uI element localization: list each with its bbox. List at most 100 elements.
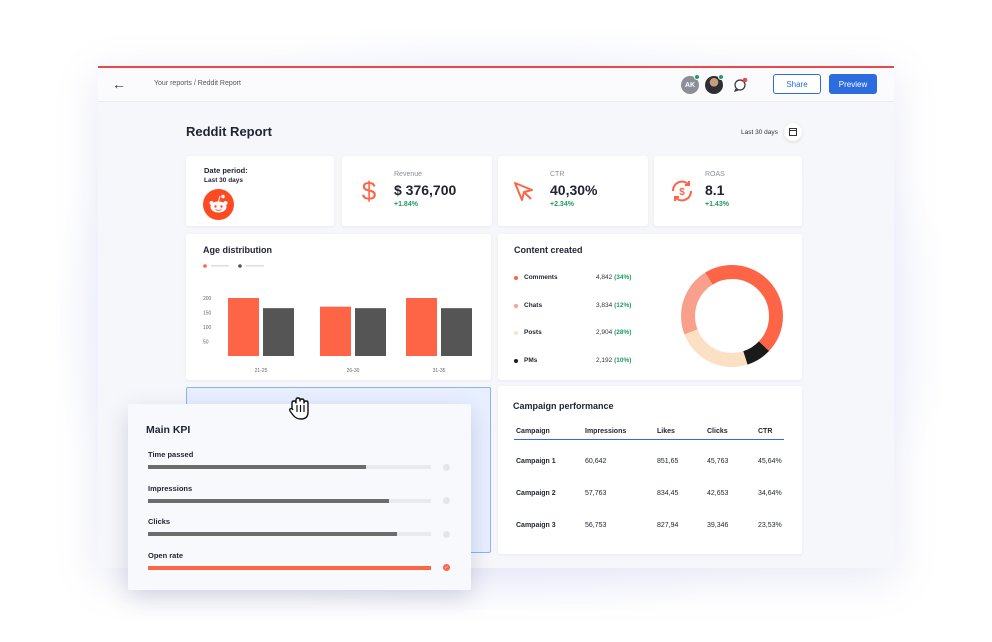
impressions-cell: 57,763 — [585, 490, 607, 497]
revenue-label: Revenue — [394, 171, 423, 178]
progress-fill — [148, 532, 398, 536]
column-header-clicks[interactable]: Clicks — [707, 428, 728, 435]
main-kpi-widget[interactable]: Main KPI Time passed Impressions Clicks Ope… — [128, 404, 471, 590]
status-dot — [443, 530, 450, 538]
online-status-icon — [694, 74, 700, 80]
content-created-title: Content created — [514, 245, 583, 255]
content-percent: (34%) — [614, 274, 632, 281]
content-count: 4,842 (34%) — [596, 274, 632, 281]
bar[interactable] — [263, 308, 294, 356]
bullet-marker — [514, 331, 518, 335]
user-avatar-photo[interactable] — [705, 76, 723, 94]
legend-marker — [238, 264, 242, 268]
ctr-cell: 45,64% — [758, 458, 782, 465]
list-item: Posts 2,904 (28%) — [514, 329, 644, 339]
reddit-logo-icon — [203, 189, 234, 220]
table-header: Campaign Impressions Likes Clicks CTR — [514, 424, 784, 440]
bullet-marker — [514, 276, 518, 280]
bar[interactable] — [406, 298, 437, 356]
impressions-cell: 60,642 — [585, 458, 607, 465]
column-header-campaign[interactable]: Campaign — [516, 428, 550, 435]
roas-card: $ ROAS 8.1 +1.43% — [654, 156, 802, 226]
top-bar: ← Your reports / Reddit Report AK Share … — [98, 68, 894, 102]
grab-hand-icon — [288, 397, 309, 420]
calendar-button[interactable] — [784, 123, 802, 141]
bullet-marker — [514, 303, 518, 308]
online-status-icon — [718, 74, 724, 80]
table-row[interactable]: Campaign 3 56,753 827,94 39,346 23,53% — [514, 522, 784, 536]
ctr-label: CTR — [550, 171, 565, 178]
content-type-label: PMs — [524, 356, 538, 364]
clicks-cell: 45,763 — [707, 458, 729, 465]
list-item: PMs 2,192 (10%) — [514, 357, 644, 367]
legend-line — [246, 265, 264, 267]
content-count: 2,904 (28%) — [596, 329, 632, 336]
column-header-ctr[interactable]: CTR — [758, 428, 773, 435]
bar[interactable] — [228, 298, 259, 356]
y-tick-label: 200 — [203, 296, 212, 302]
likes-cell: 834,45 — [657, 490, 679, 497]
roas-value: 8.1 — [705, 182, 725, 198]
campaign-performance-title: Campaign performance — [513, 401, 614, 411]
progress-track — [148, 532, 431, 536]
progress-fill — [148, 498, 389, 503]
progress-fill — [148, 465, 366, 469]
back-arrow-icon[interactable]: ← — [112, 76, 126, 92]
ctr-delta: +2.34% — [550, 201, 574, 208]
kpi-item-label: Open rate — [148, 550, 184, 560]
progress-track — [148, 465, 431, 469]
campaign-performance-card: Campaign performance Campaign Impression… — [498, 386, 802, 554]
column-header-likes[interactable]: Likes — [657, 428, 675, 435]
revenue-card: $ Revenue $ 376,700 +1.84% — [342, 156, 492, 226]
donut-segment[interactable] — [681, 265, 783, 367]
date-period-label: Date period: — [204, 166, 248, 175]
share-button[interactable]: Share — [773, 74, 821, 94]
likes-cell: 827,94 — [657, 522, 679, 529]
list-item: Chats 3,834 (12%) — [514, 302, 644, 312]
svg-text:$: $ — [679, 187, 685, 198]
age-distribution-card: Age distribution 200 150 100 50 21-25 26-30 31… — [186, 234, 491, 380]
main-kpi-title: Main KPI — [146, 424, 191, 436]
donut-segment[interactable] — [681, 265, 783, 367]
age-distribution-chart: 200 150 100 50 21-25 26-30 31-35 — [203, 264, 472, 374]
table-row[interactable]: Campaign 2 57,763 834,45 42,653 34,64% — [514, 490, 784, 504]
list-item: Comments 4,842 (34%) — [514, 274, 644, 284]
column-header-impressions[interactable]: Impressions — [585, 428, 627, 435]
roas-label: ROAS — [705, 171, 725, 178]
bar[interactable] — [320, 306, 351, 356]
y-tick-label: 150 — [203, 311, 212, 317]
status-dot — [443, 497, 450, 504]
table-row[interactable]: Campaign 1 60,642 851,65 45,763 45,64% — [514, 458, 784, 472]
content-percent: (28%) — [614, 329, 632, 336]
content-type-label: Chats — [524, 301, 543, 309]
bar[interactable] — [441, 308, 472, 356]
report-window: ← Your reports / Reddit Report AK Share … — [98, 66, 894, 568]
dollar-icon: $ — [362, 176, 377, 206]
legend-marker — [203, 264, 207, 268]
content-donut-chart — [681, 265, 783, 367]
y-tick-label: 100 — [203, 325, 212, 331]
ctr-card: CTR 40,30% +2.34% — [498, 156, 648, 226]
cursor-click-icon — [514, 182, 533, 201]
age-distribution-title: Age distribution — [203, 245, 272, 255]
progress-fill — [148, 565, 431, 570]
avatar[interactable]: AK — [681, 76, 699, 94]
bar[interactable] — [355, 308, 386, 356]
bullet-marker — [514, 358, 518, 363]
preview-button[interactable]: Preview — [829, 74, 877, 94]
revenue-delta: +1.84% — [394, 201, 418, 208]
date-range-label[interactable]: Last 30 days — [741, 129, 778, 136]
x-tick-label: 21-25 — [255, 368, 268, 374]
kpi-item-label: Impressions — [148, 483, 193, 493]
kpi-item-label: Clicks — [148, 517, 171, 526]
content-count: 2,192 (10%) — [596, 356, 632, 364]
campaign-name: Campaign 3 — [516, 522, 556, 529]
campaign-name: Campaign 1 — [516, 458, 556, 465]
content-percent: (10%) — [614, 356, 632, 364]
donut-segment[interactable] — [681, 265, 783, 367]
content-type-label: Posts — [524, 329, 542, 336]
page-title: Reddit Report — [186, 124, 272, 139]
breadcrumb: Your reports / Reddit Report — [154, 80, 241, 87]
svg-text:$: $ — [362, 176, 377, 206]
chat-icon[interactable] — [732, 77, 748, 93]
